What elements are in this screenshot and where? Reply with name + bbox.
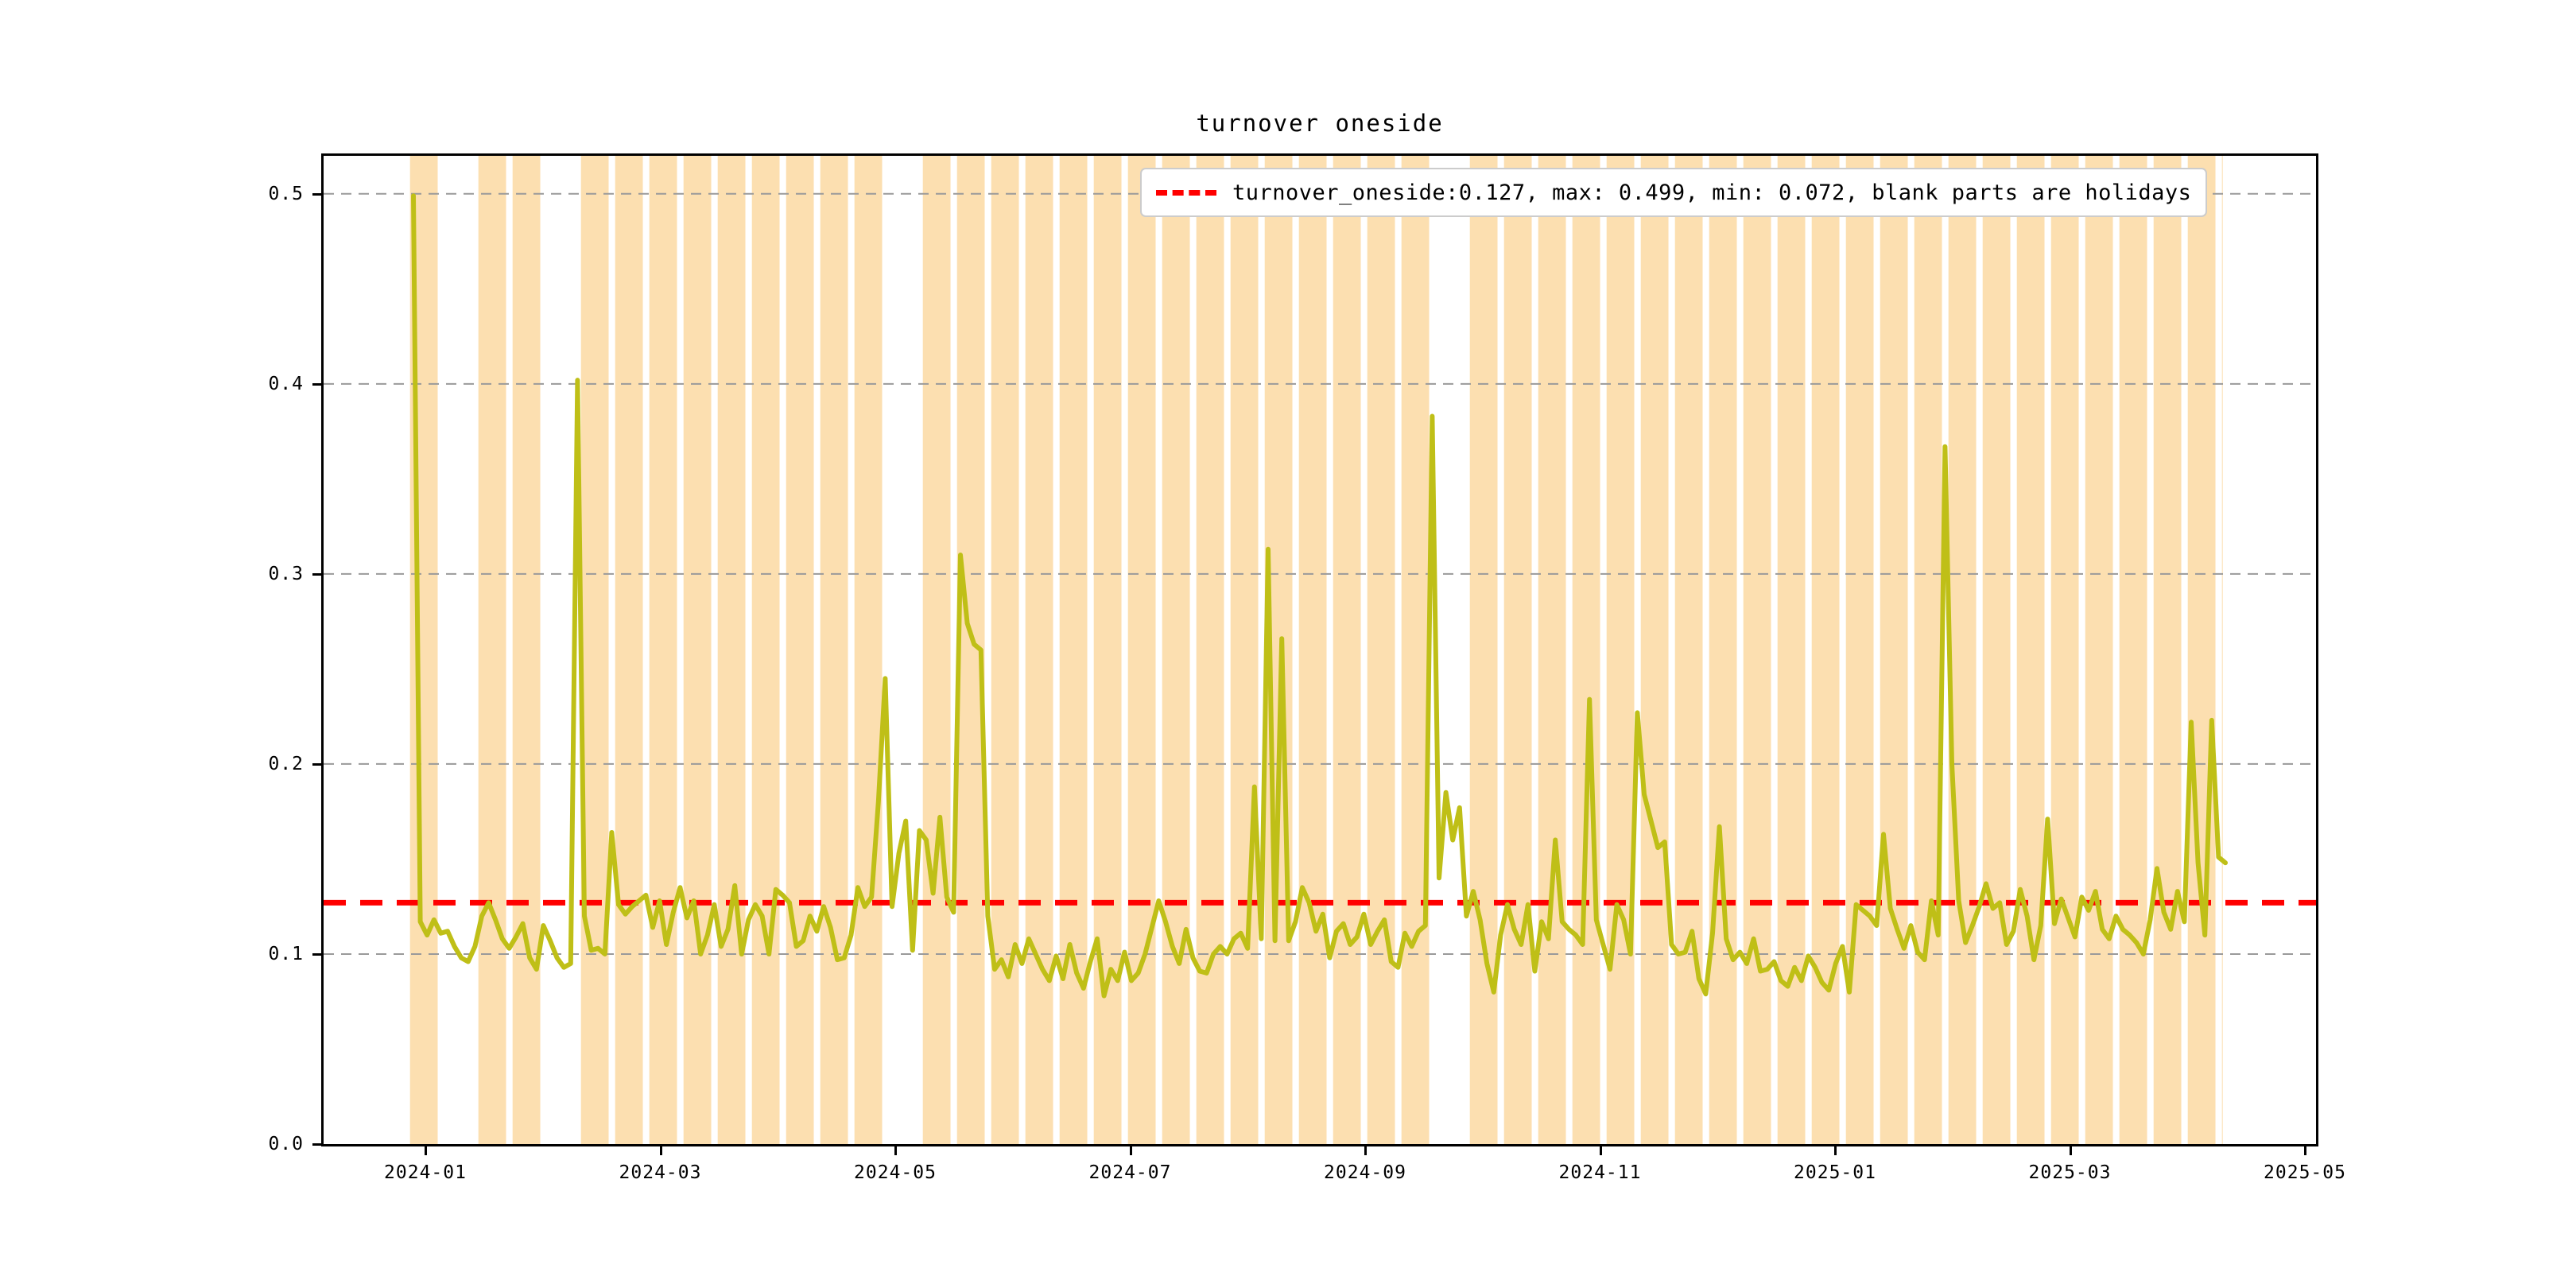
chart-legend: turnover_oneside:0.127, max: 0.499, min:…: [1140, 168, 2208, 217]
x-tick-label: 2024-03: [619, 1162, 702, 1183]
series-line-group: [411, 193, 2228, 999]
y-tick-label: 0.0: [268, 1134, 304, 1154]
y-tick-mark: [312, 952, 321, 956]
x-tick-label: 2025-03: [2028, 1162, 2112, 1183]
x-tick-mark: [659, 1146, 662, 1155]
x-tick-mark: [2069, 1146, 2072, 1155]
y-tick-mark: [312, 192, 321, 196]
page-title: turnover oneside: [1196, 110, 1444, 137]
y-tick-label: 0.1: [268, 943, 304, 964]
x-tick-mark: [1129, 1146, 1132, 1155]
y-tick-mark: [312, 382, 321, 386]
plot-title-container: turnover oneside: [321, 110, 2318, 137]
x-tick-label: 2025-01: [1794, 1162, 1876, 1183]
chart-svg: [324, 156, 2316, 1144]
plot-area: [321, 153, 2318, 1146]
x-tick-mark: [894, 1146, 897, 1155]
y-tick-label: 0.4: [268, 373, 304, 394]
x-tick-label: 2024-09: [1324, 1162, 1406, 1183]
legend-dashed-line-swatch: [1156, 189, 1216, 196]
x-tick-mark: [1834, 1146, 1837, 1155]
y-tick-label: 0.5: [268, 183, 304, 204]
x-tick-label: 2024-05: [854, 1162, 937, 1183]
x-tick-mark: [2304, 1146, 2306, 1155]
y-tick-mark: [312, 762, 321, 766]
y-tick-label: 0.2: [268, 753, 304, 774]
x-tick-mark: [1599, 1146, 1602, 1155]
x-tick-label: 2024-01: [384, 1162, 467, 1183]
y-tick-mark: [312, 572, 321, 576]
y-tick-label: 0.3: [268, 563, 304, 584]
holiday-bands-group: [409, 156, 2223, 1144]
y-tick-mark: [312, 1143, 321, 1146]
x-tick-label: 2024-07: [1088, 1162, 1172, 1183]
x-tick-mark: [425, 1146, 427, 1155]
x-tick-label: 2024-11: [1558, 1162, 1642, 1183]
x-tick-label: 2025-05: [2264, 1162, 2346, 1183]
legend-label: turnover_oneside:0.127, max: 0.499, min:…: [1232, 180, 2192, 205]
x-tick-mark: [1364, 1146, 1367, 1155]
